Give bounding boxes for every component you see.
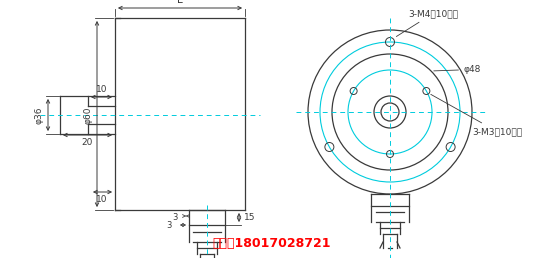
Text: 3-M4深10均布: 3-M4深10均布 [396,9,458,37]
Text: 3-M3深10均布: 3-M3深10均布 [431,94,522,136]
Text: 15: 15 [244,213,255,222]
Text: φ48: φ48 [434,65,481,74]
Text: 10: 10 [96,85,107,94]
Text: φ36: φ36 [35,106,43,124]
Text: 10: 10 [96,195,107,204]
Text: L: L [177,0,183,5]
Text: 3: 3 [166,222,172,230]
Text: 3: 3 [172,213,178,222]
Text: 手机：18017028721: 手机：18017028721 [213,237,331,250]
Text: 20: 20 [82,138,93,147]
Text: φ60: φ60 [83,106,93,124]
